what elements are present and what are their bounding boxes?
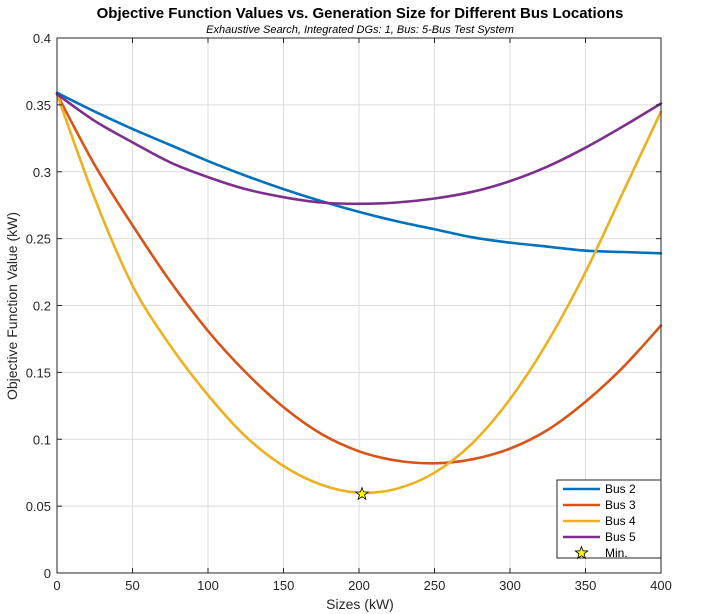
series-line-bus-5 [55, 92, 663, 206]
chart-subtitle: Exhaustive Search, Integrated DGs: 1, Bu… [206, 24, 514, 36]
x-tick-label: 100 [197, 578, 219, 593]
legend-label: Bus 3 [605, 498, 636, 512]
x-tick-label: 0 [53, 578, 60, 593]
y-axis-label: Objective Function Value (kW) [4, 212, 20, 400]
y-tick-label: 0.2 [33, 299, 51, 314]
series-line-bus-2 [55, 91, 663, 255]
x-tick-label: 50 [125, 578, 139, 593]
series-line-bus-3 [55, 92, 663, 465]
y-tick-label: 0.05 [26, 499, 51, 514]
x-tick-label: 400 [650, 578, 672, 593]
x-tick-label: 300 [499, 578, 521, 593]
x-tick-label: 150 [273, 578, 295, 593]
x-tick-label: 350 [575, 578, 597, 593]
y-tick-label: 0.4 [33, 31, 51, 46]
x-axis-label: Sizes (kW) [326, 596, 394, 612]
legend: Bus 2 Bus 3 Bus 4 Bus 5 Min. [556, 479, 662, 560]
legend-box [556, 479, 662, 559]
x-tick-label: 250 [424, 578, 446, 593]
legend-star-icon [574, 545, 589, 560]
x-tick-label: 200 [348, 578, 370, 593]
legend-label: Min. [605, 546, 628, 560]
legend-label: Bus 5 [605, 530, 636, 544]
y-tick-label: 0.1 [33, 432, 51, 447]
legend-label: Bus 2 [605, 482, 636, 496]
y-tick-label: 0.25 [26, 232, 51, 247]
min-star-marker [354, 486, 370, 501]
legend-label: Bus 4 [605, 514, 636, 528]
y-tick-label: 0 [44, 566, 51, 581]
min-marker-layer [354, 486, 370, 501]
chart-title: Objective Function Values vs. Generation… [97, 5, 624, 22]
y-tick-label: 0.35 [26, 98, 51, 113]
y-tick-label: 0.3 [33, 165, 51, 180]
y-tick-label: 0.15 [26, 365, 51, 380]
ticks: 0 50 100 150 200 250 300 350 400 0 0.05 0.1 0.15 0.2 0… [26, 31, 672, 593]
